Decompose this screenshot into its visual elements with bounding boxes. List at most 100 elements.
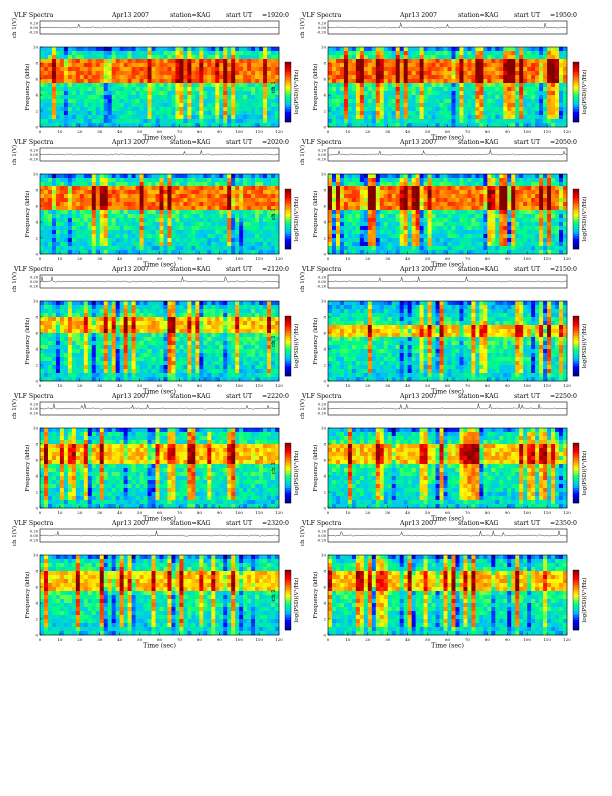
spectrogram-cell [60, 194, 64, 198]
spectrogram-cell [140, 210, 144, 214]
spectrogram-cell [163, 83, 167, 87]
spectrogram-cell [428, 238, 432, 242]
spectrogram-cell [52, 83, 56, 87]
spectrogram-cell [336, 174, 340, 178]
spectrogram-cell [352, 246, 356, 250]
spectrogram-cell [368, 67, 372, 71]
spectrogram-cell [100, 186, 104, 190]
spectrogram-cell [175, 246, 179, 250]
spectrogram-cell [424, 71, 428, 75]
spectrogram-cell [416, 190, 420, 194]
spectrogram-cell [475, 79, 479, 83]
spectrogram-cell [52, 230, 56, 234]
spectrogram-cell [136, 186, 140, 190]
spectrogram-cell [255, 115, 259, 119]
spectrogram-cell [144, 79, 148, 83]
spectrogram-cell [211, 115, 215, 119]
spectrogram-cell [451, 202, 455, 206]
spectrogram-cell [100, 198, 104, 202]
spectrogram-cell [344, 63, 348, 67]
spectrogram-cell [328, 55, 332, 59]
spectrogram-cell [432, 234, 436, 238]
spectrogram-cell [219, 123, 223, 127]
spectrogram-cell [92, 87, 96, 91]
spectrogram-cell [235, 83, 239, 87]
spectrogram-cell [364, 198, 368, 202]
spectrogram-cell [547, 194, 551, 198]
spectrogram-cell [160, 47, 164, 51]
spectrogram-cell [491, 218, 495, 222]
spectrogram-cell [384, 75, 388, 79]
spectrogram-cell [344, 67, 348, 71]
spectrogram-cell [459, 194, 463, 198]
spectrogram-cell [219, 226, 223, 230]
spectrogram-cell [247, 250, 251, 254]
spectrogram-cell [156, 107, 160, 111]
spectrogram-cell [336, 111, 340, 115]
spectrogram-cell [436, 214, 440, 218]
spectrogram-cell [40, 178, 44, 182]
spectrogram-cell [384, 95, 388, 99]
spectrogram-cell [531, 51, 535, 55]
spectrogram-cell [467, 206, 471, 210]
spectrogram-cell [255, 238, 259, 242]
spectrogram-cell [507, 91, 511, 95]
spectrogram-cell [148, 95, 152, 99]
spectrogram-cell [235, 190, 239, 194]
spectrogram-cell [380, 238, 384, 242]
spectrogram-cell [76, 186, 80, 190]
spectrogram-cell [428, 242, 432, 246]
spectrogram-cell [332, 218, 336, 222]
spectrogram-cell [483, 75, 487, 79]
spectrogram-cell [372, 194, 376, 198]
spectrogram-cell [535, 222, 539, 226]
spectrogram-cell [340, 103, 344, 107]
spectrogram-cell [392, 182, 396, 186]
spectrogram-cell [40, 55, 44, 59]
spectrogram-cell [267, 194, 271, 198]
spectrogram-cell [416, 51, 420, 55]
spectrogram-cell [444, 103, 448, 107]
spectrogram-cell [92, 242, 96, 246]
spectrogram-cell [372, 174, 376, 178]
waveform-trace [328, 150, 567, 156]
spectrogram-cell [547, 67, 551, 71]
spectrogram-cell [503, 119, 507, 123]
spectrogram-cell [467, 59, 471, 63]
spectrogram-cell [559, 95, 563, 99]
spectrogram-cell [412, 198, 416, 202]
spectrogram-cell [555, 222, 559, 226]
spectrogram-cell [555, 226, 559, 230]
spectrogram-cell [148, 246, 152, 250]
spectrogram-cell [231, 83, 235, 87]
spectrogram-cell [515, 63, 519, 67]
spectrogram-cell [68, 210, 72, 214]
spectrogram-cell [376, 202, 380, 206]
spectrogram-cell [80, 222, 84, 226]
spectrogram-cell [259, 230, 263, 234]
spectrogram-cell [384, 55, 388, 59]
spectrogram-cell [195, 234, 199, 238]
spectrogram-cell [440, 51, 444, 55]
spectrogram-cell [543, 214, 547, 218]
spectrogram-cell [459, 83, 463, 87]
spectrogram-cell [428, 55, 432, 59]
spectrogram-cell [187, 214, 191, 218]
spectrogram-cell [408, 119, 412, 123]
spectrogram-cell [392, 47, 396, 51]
spectrogram-cell [191, 174, 195, 178]
spectrogram-cell [551, 63, 555, 67]
spectrogram-cell [195, 87, 199, 91]
spectrogram-cell [167, 107, 171, 111]
spectrogram-cell [332, 115, 336, 119]
spectrogram-cell [128, 79, 132, 83]
spectrogram-cell [483, 123, 487, 127]
panel-title: VLF Spectra [13, 12, 54, 19]
spectrogram-cell [459, 242, 463, 246]
spectrogram-cell [396, 107, 400, 111]
spectrogram-cell [191, 119, 195, 123]
spectrogram-cell [380, 87, 384, 91]
spectrogram-cell [352, 99, 356, 103]
spectrogram-cell [543, 103, 547, 107]
spectrogram-cell [92, 67, 96, 71]
